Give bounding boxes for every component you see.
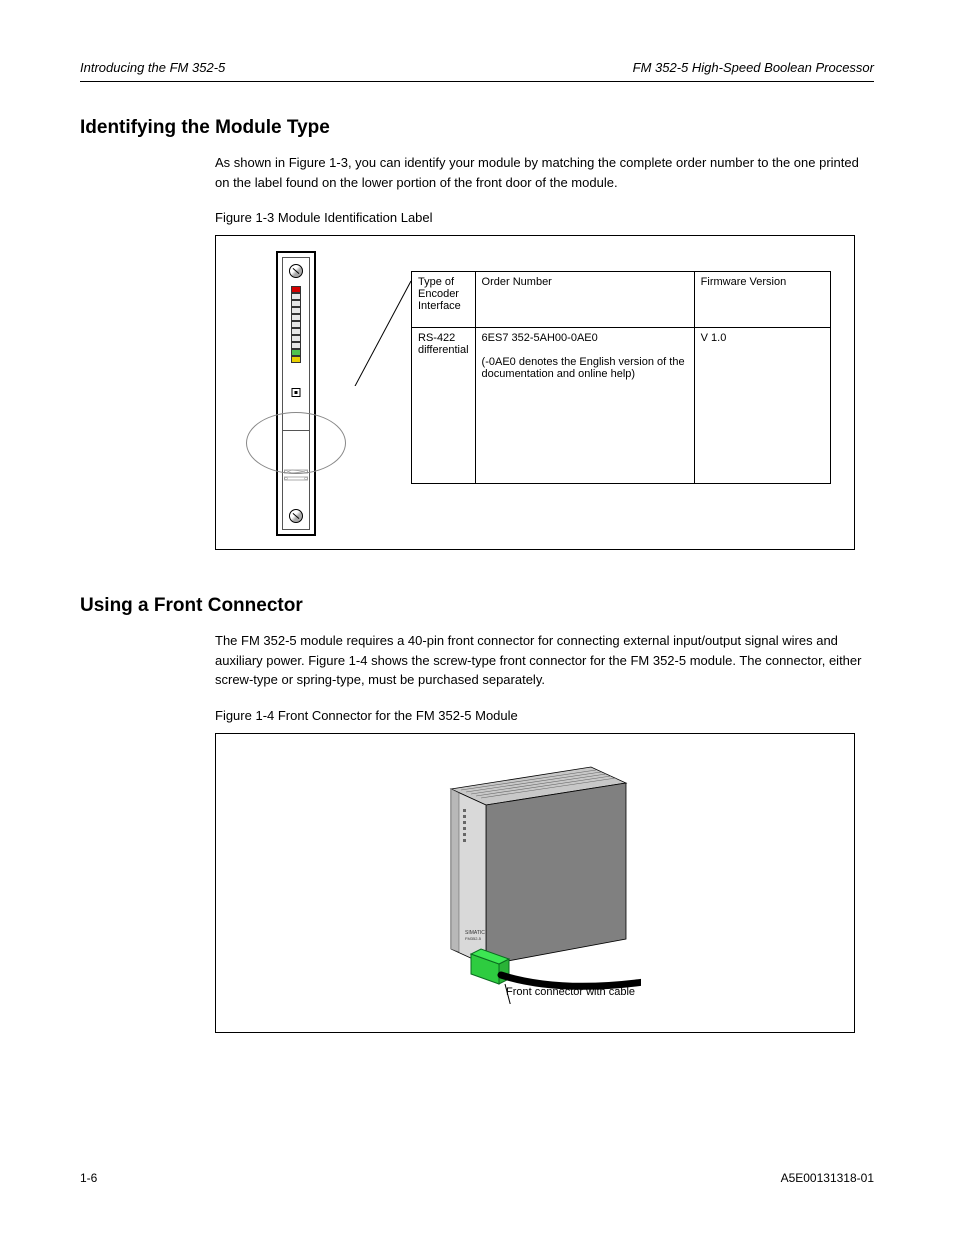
led-gray bbox=[291, 321, 301, 328]
led-gray bbox=[291, 335, 301, 342]
td-encoder: RS-422 differential bbox=[412, 328, 476, 484]
th-firmware: Firmware Version bbox=[694, 272, 830, 328]
led-gray bbox=[291, 314, 301, 321]
section2-title: Using a Front Connector bbox=[80, 595, 874, 617]
th-order: Order Number bbox=[475, 272, 694, 328]
page-number: 1-6 bbox=[80, 1171, 97, 1185]
figure-1-4: SIMATIC FM352-5 Front connector with cab… bbox=[215, 733, 855, 1033]
svg-text:FM352-5: FM352-5 bbox=[465, 936, 482, 941]
section2-para1: The FM 352-5 module requires a 40-pin fr… bbox=[215, 631, 874, 690]
led-gray bbox=[291, 342, 301, 349]
led-gray bbox=[291, 300, 301, 307]
screw-icon bbox=[289, 509, 303, 523]
panel-divider bbox=[283, 430, 309, 431]
led-yellow bbox=[291, 356, 301, 363]
connector-label: Front connector with cable bbox=[506, 986, 635, 998]
led-gray bbox=[291, 307, 301, 314]
led-gray bbox=[291, 293, 301, 300]
table-row: Type of Encoder Interface Order Number F… bbox=[412, 272, 831, 328]
module-info-table: Type of Encoder Interface Order Number F… bbox=[411, 271, 831, 484]
led-green bbox=[291, 349, 301, 356]
module-3d-drawing: SIMATIC FM352-5 bbox=[401, 759, 641, 1004]
header-rule bbox=[80, 81, 874, 82]
fig2-caption: Figure 1-4 Front Connector for the FM 35… bbox=[215, 708, 874, 723]
led-red bbox=[291, 286, 301, 293]
header-right: FM 352-5 High-Speed Boolean Processor bbox=[633, 60, 874, 75]
section1-para1: As shown in Figure 1-3, you can identify… bbox=[215, 153, 874, 192]
led-stack bbox=[291, 286, 301, 363]
table-row: RS-422 differential 6ES7 352-5AH00-0AE0 … bbox=[412, 328, 831, 484]
doc-ref: A5E00131318-01 bbox=[781, 1171, 874, 1185]
led-gray bbox=[291, 328, 301, 335]
th-encoder: Type of Encoder Interface bbox=[412, 272, 476, 328]
order-number: 6ES7 352-5AH00-0AE0 bbox=[482, 332, 598, 344]
module-panel-drawing bbox=[276, 251, 316, 536]
page-header: Introducing the FM 352-5 FM 352-5 High-S… bbox=[80, 60, 874, 75]
label-area bbox=[284, 468, 308, 484]
td-order: 6ES7 352-5AH00-0AE0 (-0AE0 denotes the E… bbox=[475, 328, 694, 484]
module-inner bbox=[282, 257, 310, 530]
screw-icon bbox=[289, 264, 303, 278]
order-note: (-0AE0 denotes the English version of th… bbox=[482, 356, 685, 380]
section1-title: Identifying the Module Type bbox=[80, 117, 874, 139]
header-left: Introducing the FM 352-5 bbox=[80, 60, 225, 75]
mode-selector-icon bbox=[292, 388, 301, 397]
label-socket-icon bbox=[284, 468, 308, 484]
fig1-caption: Figure 1-3 Module Identification Label bbox=[215, 210, 874, 225]
td-firmware: V 1.0 bbox=[694, 328, 830, 484]
page-footer: 1-6 A5E00131318-01 bbox=[80, 1171, 874, 1185]
figure-1-3: Type of Encoder Interface Order Number F… bbox=[215, 235, 855, 550]
